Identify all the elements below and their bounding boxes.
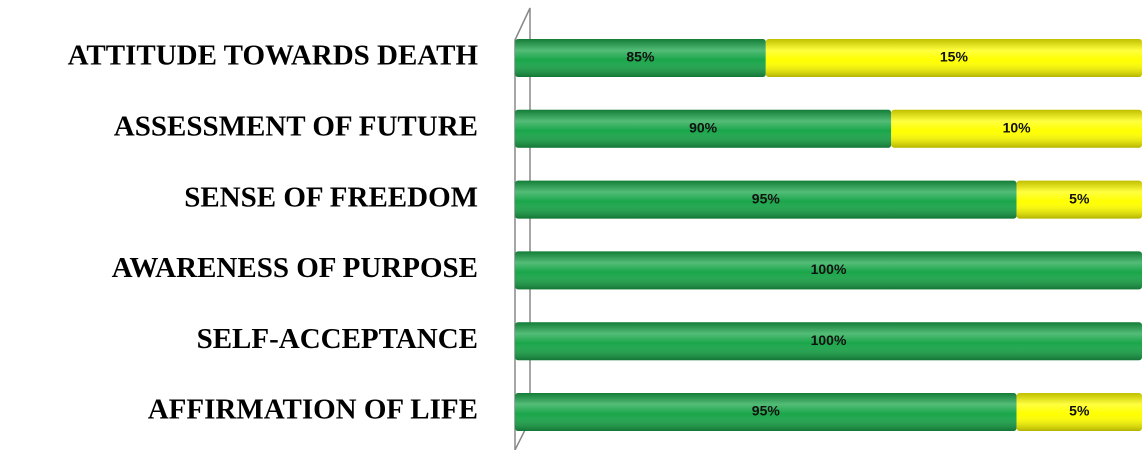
bar-shade — [515, 39, 766, 77]
value-label: 95% — [752, 190, 781, 206]
value-label: 10% — [1003, 120, 1032, 136]
category-label: SELF-ACCEPTANCE — [197, 323, 478, 355]
category-label: ATTITUDE TOWARDS DEATH — [68, 40, 479, 72]
value-label: 85% — [626, 49, 655, 65]
bar-shade — [515, 393, 1017, 431]
value-label: 15% — [940, 49, 969, 65]
value-label: 95% — [752, 403, 781, 419]
bar-shade — [891, 109, 1142, 148]
bar-shade — [1016, 180, 1142, 219]
category-label: SENSE OF FREEDOM — [184, 181, 478, 213]
bar-shade — [1016, 393, 1142, 431]
value-label: 5% — [1069, 190, 1090, 206]
category-label: ASSESSMENT OF FUTURE — [114, 110, 478, 142]
value-label: 100% — [811, 332, 847, 348]
value-label: 90% — [689, 120, 718, 136]
bar-shade — [515, 251, 1142, 290]
value-label: 100% — [811, 261, 847, 277]
bar-shade — [515, 109, 892, 148]
category-label: AWARENESS OF PURPOSE — [112, 252, 478, 284]
category-label: AFFIRMATION OF LIFE — [148, 394, 478, 426]
bar-shade — [765, 39, 1142, 77]
value-label: 5% — [1069, 403, 1090, 419]
bar-shade — [515, 180, 1017, 219]
bar-shade — [515, 322, 1142, 361]
